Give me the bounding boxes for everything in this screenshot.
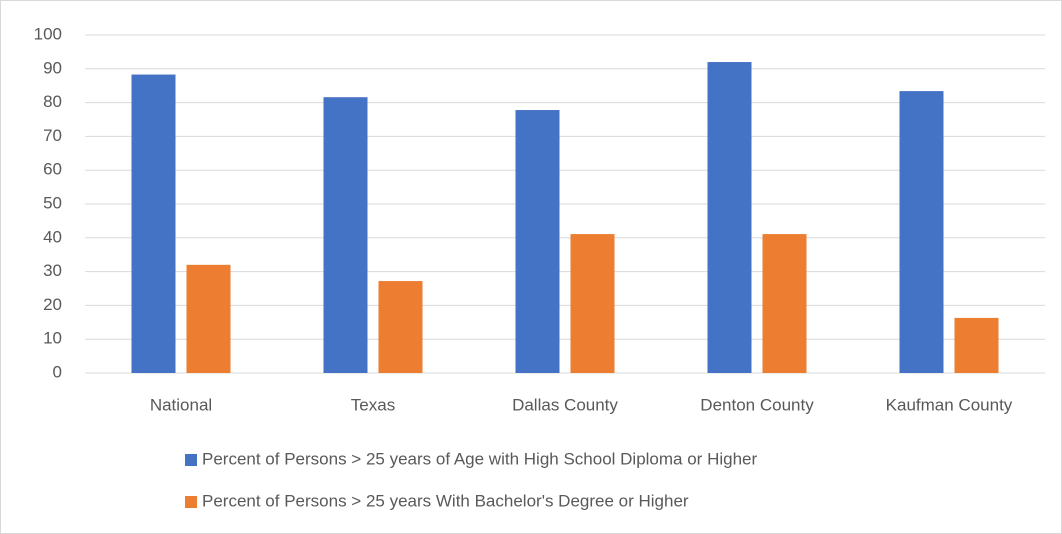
legend-label: Percent of Persons > 25 years With Bache… [202, 491, 689, 510]
bar [899, 91, 944, 373]
bar [762, 234, 807, 373]
bar [707, 62, 752, 373]
y-tick-label: 70 [43, 126, 62, 145]
bar [954, 317, 999, 373]
y-tick-label: 50 [43, 193, 62, 212]
y-tick-label: 100 [34, 24, 62, 43]
x-tick-label: Denton County [700, 395, 814, 414]
y-tick-label: 40 [43, 227, 62, 246]
x-tick-label: Texas [351, 395, 395, 414]
bar [570, 234, 615, 373]
bar [515, 110, 560, 373]
y-tick-label: 80 [43, 92, 62, 111]
y-tick-label: 10 [43, 329, 62, 348]
y-tick-label: 60 [43, 160, 62, 179]
legend-label: Percent of Persons > 25 years of Age wit… [202, 449, 757, 468]
y-tick-label: 30 [43, 261, 62, 280]
legend-swatch [185, 454, 197, 466]
bar [131, 74, 176, 374]
y-tick-label: 0 [53, 362, 62, 381]
bar [186, 264, 231, 373]
legend-swatch [185, 496, 197, 508]
bar [323, 97, 368, 373]
bar [378, 281, 423, 373]
y-tick-label: 20 [43, 295, 62, 314]
x-tick-label: Kaufman County [886, 395, 1013, 414]
y-tick-label: 90 [43, 58, 62, 77]
x-tick-label: Dallas County [512, 395, 618, 414]
x-tick-label: National [150, 395, 212, 414]
